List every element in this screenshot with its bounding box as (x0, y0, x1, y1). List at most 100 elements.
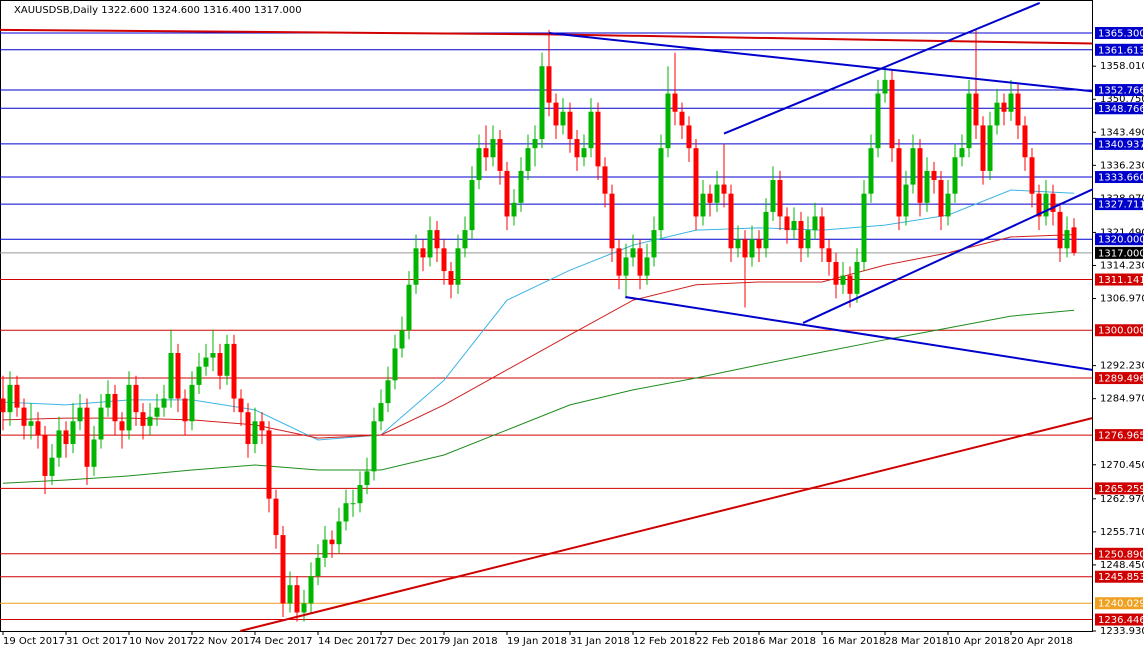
candle-body (784, 216, 790, 231)
level-label-box (1095, 171, 1143, 184)
candle-body (308, 576, 314, 604)
level-label-box (1095, 372, 1143, 385)
candle-body (770, 180, 776, 212)
candle-body (1050, 193, 1056, 212)
candle-body (490, 139, 496, 158)
candle-body (406, 284, 412, 331)
candle-body (77, 407, 83, 422)
candle-body (707, 193, 713, 203)
candle-body (777, 180, 783, 217)
candle-body (679, 111, 685, 126)
trendline (802, 188, 1093, 324)
candle-body (161, 398, 167, 408)
candle-body (539, 66, 545, 140)
y-tick-label: 1233.930 (1100, 626, 1144, 637)
candle-body (553, 102, 559, 126)
level-label: 1289.496 (1098, 374, 1144, 385)
candle-body (980, 125, 986, 171)
candle-body (476, 148, 482, 181)
x-tick-label: 22 Feb 2018 (696, 636, 758, 647)
candle-body (798, 220, 804, 249)
level-label-box (1095, 102, 1143, 115)
trendline (625, 296, 1093, 371)
candle-body (658, 148, 664, 231)
level-label: 1327.711 (1098, 200, 1144, 211)
candle-body (623, 257, 629, 276)
candle-body (924, 170, 930, 203)
candle-body (588, 111, 594, 149)
candle-body (168, 353, 174, 399)
candle-body (70, 421, 76, 445)
y-tick-label: 1321.490 (1100, 227, 1144, 238)
candle-body (973, 93, 979, 126)
level-label-box (1095, 137, 1143, 150)
candle-body (140, 412, 146, 426)
candle-body (21, 407, 27, 426)
candle-body (875, 93, 881, 149)
candle-body (1029, 157, 1035, 194)
candle-body (595, 111, 601, 167)
candle-body (630, 248, 636, 258)
candle-body (882, 79, 888, 94)
candle-body (665, 93, 671, 149)
x-tick-label: 14 Dec 2017 (318, 636, 382, 647)
x-tick-label: 6 Mar 2018 (759, 636, 816, 647)
candle-body (301, 603, 307, 613)
candle-body (469, 180, 475, 231)
y-tick-label: 1358.010 (1100, 61, 1144, 72)
x-tick-label: 31 Oct 2017 (66, 636, 128, 647)
candle-body (994, 102, 1000, 126)
candle-body (602, 166, 608, 194)
candle-body (889, 79, 895, 149)
candle-body (224, 343, 230, 376)
candle-body (203, 357, 209, 367)
level-label: 1320.000 (1098, 235, 1144, 246)
candle-body (259, 421, 265, 431)
candle-body (497, 139, 503, 171)
candle-body (105, 393, 111, 408)
candle-body (1036, 193, 1042, 217)
candle-body (336, 521, 342, 545)
level-label: 1245.853 (1098, 572, 1144, 583)
candle-body (364, 471, 370, 486)
candle-body (819, 216, 825, 249)
candle-body (1015, 93, 1021, 126)
candle-body (154, 407, 160, 417)
level-label-box (1095, 597, 1143, 610)
candle-body (427, 230, 433, 258)
level-label: 1236.446 (1098, 615, 1144, 626)
moving-average (2, 234, 1075, 439)
candle-body (1008, 93, 1014, 112)
candle-body (525, 148, 531, 171)
candle-body (126, 384, 132, 431)
trendline (0, 28, 1093, 45)
y-tick-label: 1350.750 (1100, 94, 1144, 105)
candle-body (917, 148, 923, 203)
candle-body (462, 230, 468, 249)
header: XAUUSDSB,Daily 1322.600 1324.600 1316.40… (14, 5, 302, 16)
candle-body (686, 125, 692, 149)
candle-body (399, 330, 405, 349)
candle-body (1022, 125, 1028, 158)
y-tick-label: 1314.230 (1100, 260, 1144, 271)
level-label-box (1095, 233, 1143, 246)
candle-body (504, 170, 510, 217)
candle-body (392, 348, 398, 381)
level-label: 1352.766 (1098, 86, 1144, 97)
candle-body (987, 125, 993, 171)
candle-body (196, 366, 202, 385)
level-label-box (1095, 547, 1143, 560)
candle-body (903, 184, 909, 217)
candle-body (910, 148, 916, 185)
candle-body (560, 111, 566, 126)
candle-body (938, 180, 944, 217)
level-label-box (1095, 570, 1143, 583)
candle-body (294, 585, 300, 613)
candle-body (672, 93, 678, 112)
candle-body (847, 275, 853, 294)
level-label-box (1095, 27, 1143, 39)
y-tick-label: 1262.970 (1100, 494, 1144, 505)
candle-body (791, 220, 797, 231)
candle-body (182, 398, 188, 422)
